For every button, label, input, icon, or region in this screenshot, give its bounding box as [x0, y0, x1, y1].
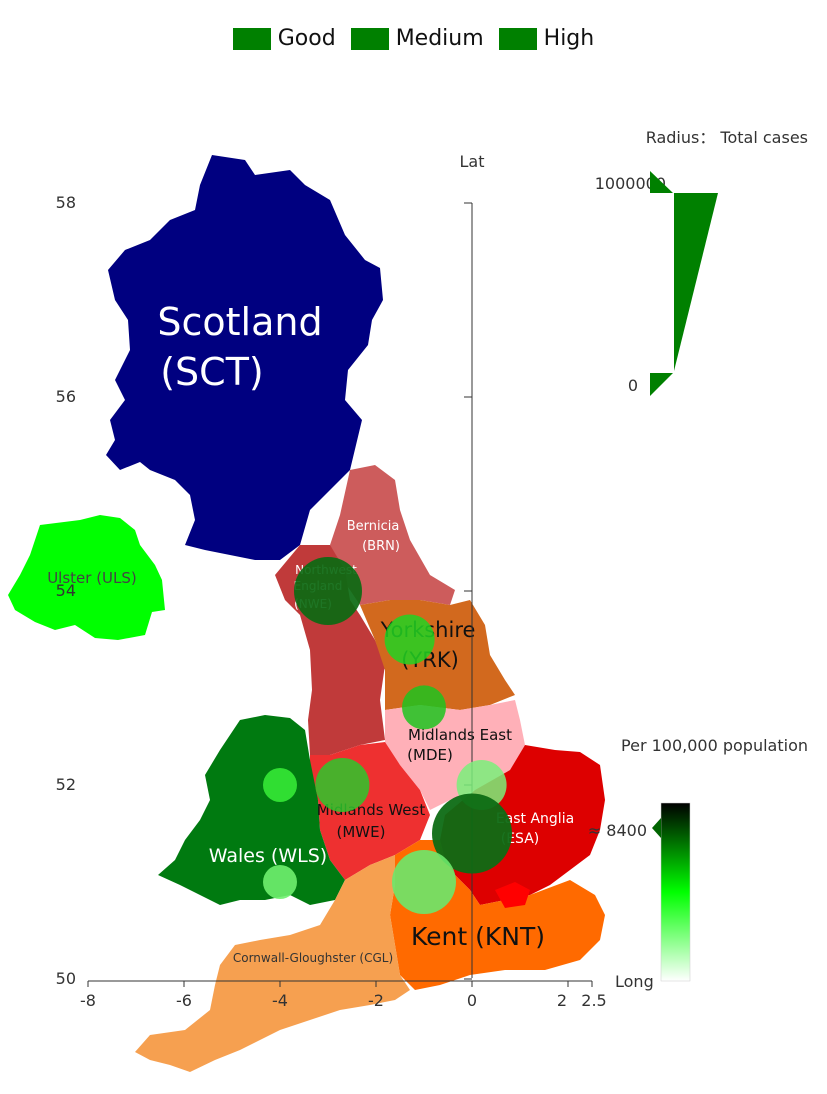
legend-swatch	[232, 27, 271, 50]
region-label-wales: Wales (WLS)	[209, 845, 327, 867]
x-ticks: -8 -6 -4 -2 0 2 2.5	[80, 981, 607, 1010]
legend-swatch	[498, 27, 537, 50]
size-legend-min-label: 0	[628, 376, 638, 395]
scatter-points	[263, 557, 512, 914]
legend-label: Medium	[395, 26, 484, 51]
y-axis-title: Lat	[460, 152, 485, 171]
scatter-point[interactable]	[392, 850, 456, 914]
y-tick-label: 54	[56, 581, 76, 600]
size-legend-wedge	[674, 193, 718, 371]
y-tick-label: 52	[56, 775, 76, 794]
scatter-point[interactable]	[263, 768, 297, 802]
x-tick-label: -2	[368, 991, 384, 1010]
size-legend-title: Radius： Total cases	[646, 128, 808, 147]
color-legend-bar[interactable]	[660, 802, 691, 982]
x-axis-title: Long	[615, 972, 654, 991]
y-tick-label: 56	[56, 387, 76, 406]
scatter-point[interactable]	[384, 614, 435, 665]
legend-label: Good	[277, 26, 336, 51]
size-legend-top-handle[interactable]	[650, 171, 673, 193]
legend-item-high[interactable]: High	[498, 26, 595, 51]
x-tick-label: 2.5	[581, 991, 606, 1010]
scatter-point[interactable]	[263, 865, 297, 899]
region-label-scotland-2: (SCT)	[160, 350, 264, 394]
legend-item-good[interactable]: Good	[232, 26, 336, 51]
region-cornwall[interactable]	[135, 855, 410, 1072]
y-tick-label: 50	[56, 969, 76, 988]
region-label-mwe-2: (MWE)	[337, 823, 386, 841]
region-east-anglia-blob	[495, 882, 530, 908]
color-legend: Per 100,000 population ≈ 8400	[588, 736, 808, 982]
x-tick-label: -8	[80, 991, 96, 1010]
size-legend: Radius： Total cases 1000000 0	[595, 128, 808, 396]
scatter-point[interactable]	[402, 685, 446, 730]
region-wales[interactable]	[158, 715, 345, 905]
scatter-point[interactable]	[315, 758, 370, 812]
size-legend-max-label: 1000000	[595, 174, 666, 193]
region-label-scotland-1: Scotland	[157, 300, 322, 344]
x-tick-label: 2	[557, 991, 567, 1010]
size-legend-bottom-handle[interactable]	[650, 373, 673, 396]
region-ulster[interactable]	[8, 515, 165, 640]
x-tick-label: -4	[272, 991, 288, 1010]
color-legend-pointer-label: ≈ 8400	[588, 821, 647, 840]
chart-legend: Good Medium High	[0, 26, 827, 56]
region-label-mde-2: (MDE)	[407, 746, 453, 764]
x-tick-label: 0	[467, 991, 477, 1010]
legend-label: High	[543, 26, 595, 51]
scatter-point[interactable]	[432, 793, 512, 874]
color-legend-pointer[interactable]	[652, 818, 661, 838]
x-tick-label: -6	[176, 991, 192, 1010]
region-scotland[interactable]	[106, 155, 383, 560]
legend-swatch	[350, 27, 389, 50]
region-label-bernicia-2: (BRN)	[362, 539, 400, 554]
region-label-cornwall: Cornwall-Gloughster (CGL)	[233, 951, 393, 965]
y-tick-label: 58	[56, 193, 76, 212]
region-bernicia[interactable]	[330, 465, 455, 605]
region-label-esa-1: East Anglia	[496, 811, 574, 827]
color-legend-title: Per 100,000 population	[621, 736, 808, 755]
legend-item-medium[interactable]: Medium	[350, 26, 484, 51]
region-label-mde-1: Midlands East	[408, 726, 512, 744]
region-label-bernicia-1: Bernicia	[347, 519, 400, 534]
region-label-kent: Kent (KNT)	[411, 922, 545, 951]
scatter-point[interactable]	[294, 557, 362, 625]
region-label-ulster: Ulster (ULS)	[47, 569, 137, 587]
